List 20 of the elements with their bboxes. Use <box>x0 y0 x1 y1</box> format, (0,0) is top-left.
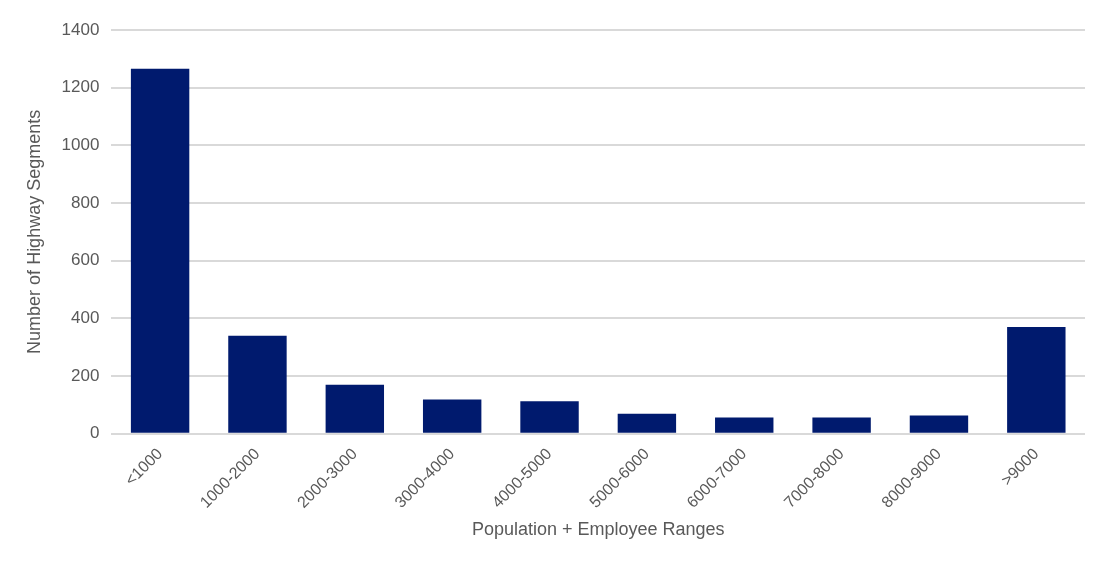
bar <box>1007 327 1066 433</box>
bar <box>617 413 677 433</box>
y-tick-label: 1000 <box>61 135 100 155</box>
bar <box>812 417 871 433</box>
x-axis-title: Population + Employee Ranges <box>471 519 725 540</box>
bar <box>520 401 579 433</box>
bar <box>422 399 482 433</box>
bar <box>130 68 190 433</box>
bar <box>909 415 969 433</box>
y-tick-label: 1200 <box>61 77 100 97</box>
y-tick-label: 200 <box>71 365 100 385</box>
y-tick-label: 800 <box>71 192 100 212</box>
y-tick-label: 0 <box>89 423 100 443</box>
y-tick-label: 400 <box>71 308 100 328</box>
bar <box>715 417 774 433</box>
y-tick-label: 1400 <box>61 19 100 39</box>
y-axis-title: Number of Highway Segments <box>23 109 44 354</box>
y-tick-label: 600 <box>71 250 100 270</box>
bar <box>228 335 287 433</box>
bar <box>325 384 385 433</box>
